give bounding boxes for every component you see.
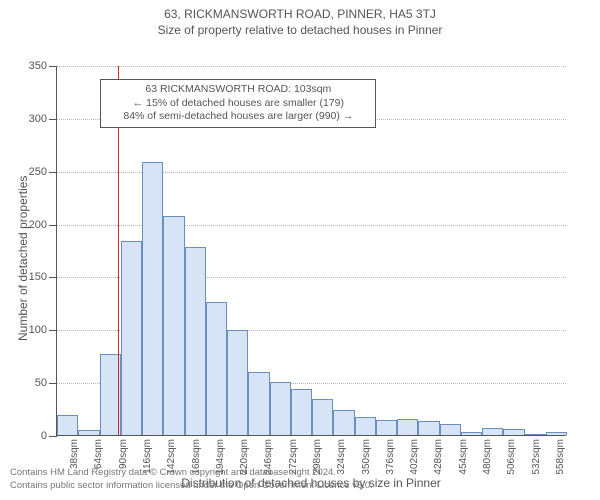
annotation-box: 63 RICKMANSWORTH ROAD: 103sqm← 15% of de… [100, 79, 376, 128]
gridline [57, 172, 566, 173]
x-tick-label: 480sqm [482, 439, 493, 475]
x-tick-label: 90sqm [118, 439, 129, 469]
histogram-bar [291, 389, 312, 436]
histogram-bar [503, 429, 524, 435]
x-tick-label: 428sqm [433, 439, 444, 475]
y-tick-label: 0 [41, 430, 57, 442]
x-tick-label: 376sqm [385, 439, 396, 475]
x-tick-label: 506sqm [506, 439, 517, 475]
y-tick-label: 150 [29, 271, 57, 283]
x-tick-label: 558sqm [555, 439, 566, 475]
y-tick-label: 350 [29, 60, 57, 72]
annotation-line: 84% of semi-detached houses are larger (… [107, 110, 369, 124]
histogram-bar [142, 162, 163, 435]
title-line2: Size of property relative to detached ho… [0, 22, 600, 38]
x-tick-label: 454sqm [458, 439, 469, 475]
gridline [57, 66, 566, 67]
footer-attribution: Contains HM Land Registry data © Crown c… [10, 467, 373, 492]
footer-line2: Contains public sector information licen… [10, 480, 373, 492]
histogram-bar [57, 415, 78, 435]
histogram-bar [333, 410, 354, 435]
x-tick-label: 532sqm [531, 439, 542, 475]
y-tick-label: 100 [29, 324, 57, 336]
histogram-bar [163, 216, 184, 435]
x-tick-label: 38sqm [69, 439, 80, 469]
chart-title: 63, RICKMANSWORTH ROAD, PINNER, HA5 3TJ … [0, 0, 600, 38]
histogram-bar [461, 432, 482, 435]
histogram-bar [206, 302, 227, 435]
chart-area: 05010015020025030035038sqm64sqm90sqm116s… [56, 66, 566, 436]
gridline [57, 225, 566, 226]
annotation-line: 63 RICKMANSWORTH ROAD: 103sqm [107, 83, 369, 97]
footer-line1: Contains HM Land Registry data © Crown c… [10, 467, 373, 479]
x-tick-label: 402sqm [409, 439, 420, 475]
y-tick-label: 50 [35, 377, 57, 389]
y-tick-label: 200 [29, 219, 57, 231]
histogram-bar [525, 434, 546, 435]
y-tick-label: 250 [29, 166, 57, 178]
y-tick-label: 300 [29, 113, 57, 125]
y-axis-label: Number of detached properties [16, 176, 30, 341]
histogram-bar [397, 419, 418, 435]
histogram-bar [355, 417, 376, 435]
histogram-bar [78, 430, 99, 435]
histogram-bar [312, 399, 333, 435]
histogram-bar [227, 330, 248, 435]
histogram-bar [546, 432, 567, 435]
histogram-bar [248, 372, 269, 435]
histogram-bar [376, 420, 397, 435]
histogram-bar [418, 421, 439, 435]
histogram-bar [185, 247, 206, 435]
plot-area: 05010015020025030035038sqm64sqm90sqm116s… [56, 66, 566, 436]
histogram-bar [270, 382, 291, 435]
histogram-bar [482, 428, 503, 435]
histogram-bar [121, 241, 142, 436]
annotation-line: ← 15% of detached houses are smaller (17… [107, 97, 369, 111]
histogram-bar [440, 424, 461, 435]
title-line1: 63, RICKMANSWORTH ROAD, PINNER, HA5 3TJ [0, 6, 600, 22]
x-tick-label: 64sqm [93, 439, 104, 469]
